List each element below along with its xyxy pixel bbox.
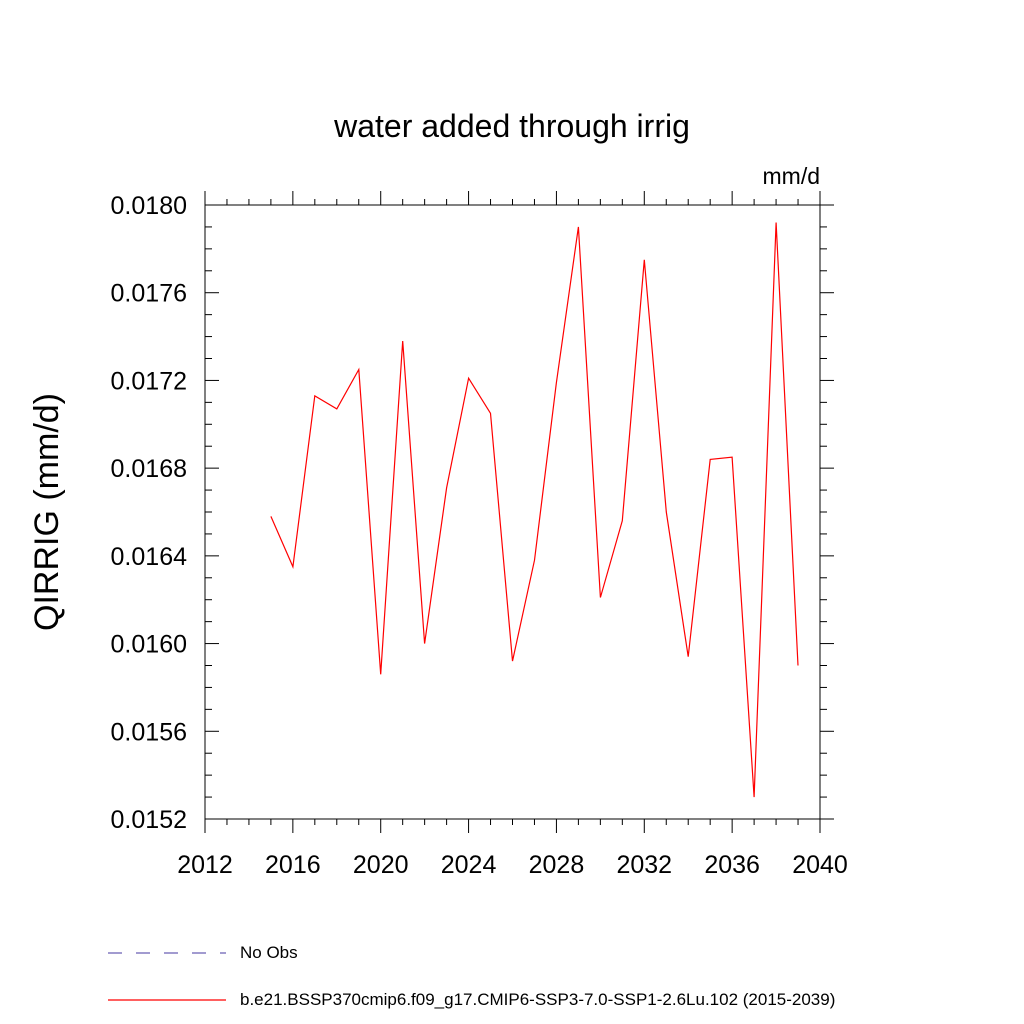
y-tick-label: 0.0164 — [111, 543, 188, 571]
x-tick-label: 2016 — [265, 851, 321, 879]
x-tick-labels: 2012 2016 2020 2024 2028 2032 2036 2040 — [177, 851, 848, 879]
x-tick-label: 2024 — [441, 851, 497, 879]
y-tick-label: 0.0176 — [111, 280, 187, 308]
y-tick-label: 0.0152 — [111, 806, 187, 834]
legend-label-model: b.e21.BSSP370cmip6.f09_g17.CMIP6-SSP3-7.… — [240, 990, 836, 1009]
x-tick-label: 2028 — [529, 851, 585, 879]
x-tick-label: 2012 — [177, 851, 233, 879]
y-tick-label: 0.0180 — [111, 192, 187, 220]
legend-lines — [108, 952, 226, 1001]
y-tick-labels: 0.0152 0.0156 0.0160 0.0164 0.0168 0.0172 0.01… — [111, 192, 188, 834]
x-tick-label: 2032 — [616, 851, 672, 879]
plot-frame — [204, 204, 821, 820]
y-tick-label: 0.0160 — [111, 631, 187, 659]
series-line-1 — [270, 222, 799, 798]
x-tick-label: 2040 — [792, 851, 848, 879]
y-tick-label: 0.0172 — [111, 367, 187, 395]
y-tick-label: 0.0156 — [111, 718, 187, 746]
legend-label-obs: No Obs — [240, 943, 298, 962]
chart-title: water added through irrig — [333, 108, 690, 144]
units-label: mm/d — [763, 163, 821, 189]
axis-ticks — [204, 191, 834, 833]
series-lines — [270, 222, 799, 798]
y-axis-label: QIRRIG (mm/d) — [28, 393, 66, 631]
x-tick-label: 2020 — [353, 851, 409, 879]
x-tick-label: 2036 — [704, 851, 760, 879]
y-tick-label: 0.0168 — [111, 455, 187, 483]
